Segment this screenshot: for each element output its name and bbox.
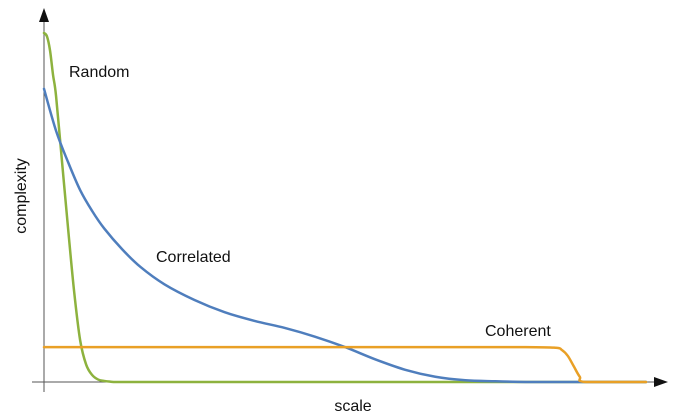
series-line-coherent — [42, 345, 648, 384]
annotation-correlated: Correlated — [156, 249, 231, 266]
series-layer — [42, 31, 648, 384]
y-axis — [39, 8, 49, 392]
series-line-random — [42, 31, 648, 384]
x-axis-label: scale — [334, 398, 371, 415]
y-axis-arrowhead — [39, 8, 49, 22]
annotation-coherent: Coherent — [485, 323, 551, 340]
x-axis-arrowhead — [654, 377, 668, 387]
series-line-correlated — [42, 87, 648, 384]
y-axis-label: complexity — [13, 158, 30, 234]
annotation-random: Random — [69, 64, 129, 81]
